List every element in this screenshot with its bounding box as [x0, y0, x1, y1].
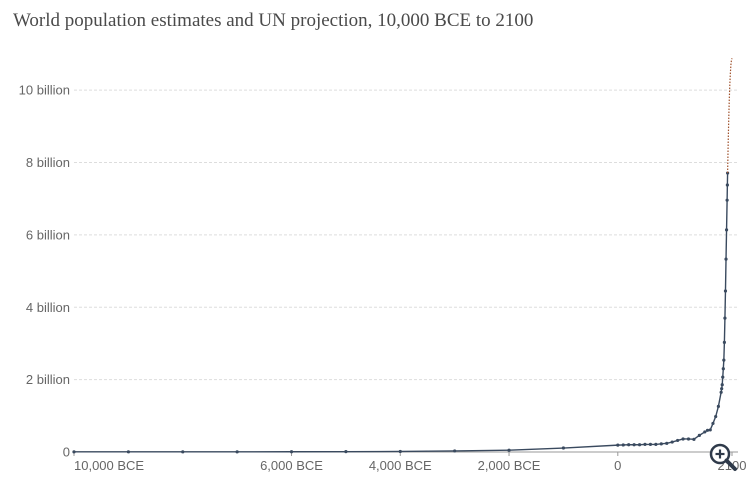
y-tick-label: 0: [63, 445, 70, 460]
data-point: [507, 448, 511, 452]
data-point: [670, 440, 674, 444]
data-point: [654, 442, 658, 447]
data-point: [627, 443, 631, 447]
data-point: [697, 433, 701, 437]
data-point: [648, 442, 653, 447]
data-point: [453, 449, 457, 453]
data-point: [703, 430, 707, 434]
data-point: [398, 449, 402, 454]
data-point: [725, 183, 729, 187]
gridlines: [74, 89, 738, 381]
data-point: [344, 450, 348, 454]
zoom-in-icon[interactable]: [708, 442, 738, 472]
series-group: [72, 58, 733, 454]
data-point: [72, 450, 76, 454]
data-point: [716, 404, 721, 409]
data-point: [720, 387, 724, 391]
y-tick-label: 8 billion: [26, 155, 70, 170]
chart-title: World population estimates and UN projec…: [13, 10, 534, 31]
data-point: [616, 443, 620, 447]
x-tick-label: 6,000 BCE: [260, 458, 323, 473]
y-tick-label: 2 billion: [26, 372, 70, 387]
data-point: [720, 383, 724, 387]
data-point: [235, 450, 239, 454]
data-point: [643, 442, 647, 447]
data-point: [714, 414, 718, 419]
data-point: [181, 450, 185, 454]
data-point: [721, 375, 725, 379]
data-point: [659, 442, 663, 446]
data-point: [686, 437, 691, 441]
estimates-line: [73, 173, 729, 453]
x-tick-label: 4,000 BCE: [369, 458, 432, 473]
data-point: [722, 340, 726, 344]
data-point: [126, 450, 130, 454]
x-tick-label: 2,000 BCE: [478, 458, 541, 473]
data-point: [632, 443, 636, 447]
data-point: [719, 390, 723, 394]
data-point: [711, 421, 715, 426]
data-point: [561, 446, 566, 450]
x-tick-label: 10,000 BCE: [74, 458, 144, 473]
x-tick-label: 0: [614, 458, 621, 473]
data-point: [637, 443, 642, 447]
data-point: [724, 228, 729, 232]
data-point: [724, 257, 728, 261]
data-point: [289, 450, 294, 454]
y-tick-label: 4 billion: [26, 300, 70, 315]
data-point: [722, 358, 726, 362]
data-point: [708, 428, 712, 432]
y-axis: 0 2 billion 4 billion 6 billion 8 billion 10 …: [19, 83, 70, 460]
data-point: [676, 438, 680, 443]
data-point: [692, 437, 696, 441]
data-point: [705, 428, 710, 432]
projection-line: [727, 58, 733, 174]
y-tick-label: 10 billion: [19, 83, 70, 98]
data-point: [723, 289, 728, 293]
data-point: [665, 441, 669, 445]
data-point: [621, 443, 625, 447]
y-tick-label: 6 billion: [26, 227, 70, 242]
data-point: [725, 198, 729, 202]
data-point: [681, 437, 685, 441]
data-point: [723, 316, 727, 320]
data-point: [721, 367, 725, 371]
